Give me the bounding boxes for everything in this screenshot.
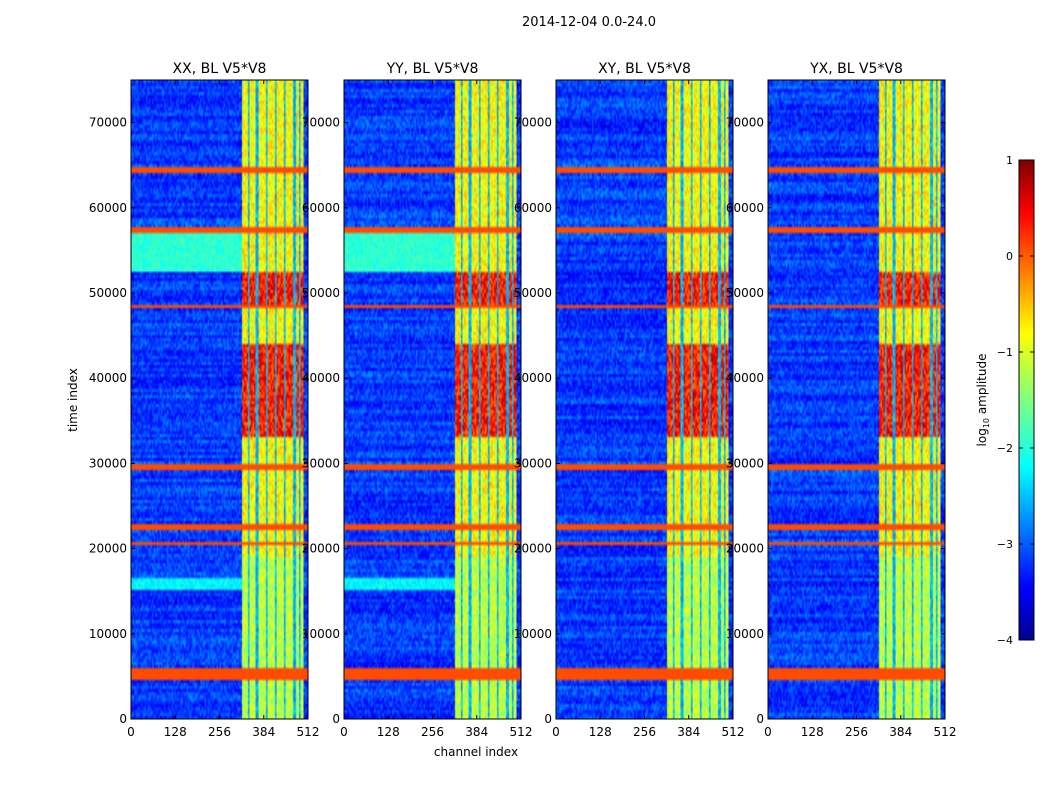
y-tick-label: 20000 [726,542,764,556]
y-tick-label: 0 [332,712,340,726]
colorbar-ticks: 1 0 −1 −2 −3 −4 [997,154,1034,647]
x-axis-label: channel index [434,745,518,759]
y-tick-label: 60000 [302,201,340,215]
x-tick-label: 0 [552,725,560,739]
panel-title: XX, BL V5*V8 [173,61,267,77]
heatmap-yx [768,80,945,719]
x-tick-label: 256 [633,725,656,739]
x-tick-label: 0 [764,725,772,739]
panel-title: XY, BL V5*V8 [598,61,691,77]
colorbar-tick-label: 0 [1006,250,1013,263]
y-tick-label: 0 [544,712,552,726]
y-tick-label: 30000 [302,456,340,470]
y-axis-label: time index [66,368,80,432]
y-tick-label: 10000 [726,627,764,641]
heatmap-xx [131,80,308,719]
y-tick-label: 60000 [514,201,552,215]
colorbar-tick-label: 1 [1006,154,1013,167]
colorbar-label-suffix: amplitude [975,354,989,418]
colorbar-label-prefix: log [975,428,989,446]
x-tick-label: 128 [589,725,612,739]
y-tick-label: 40000 [89,371,127,385]
panel-title: YY, BL V5*V8 [386,61,479,77]
y-tick-label: 20000 [302,542,340,556]
y-tick-label: 50000 [302,286,340,300]
x-tick-label: 0 [127,725,135,739]
colorbar-tick-label: −3 [997,538,1013,551]
y-tick-label: 40000 [514,371,552,385]
colorbar-label: log10 amplitude [975,354,991,447]
x-tick-label: 128 [801,725,824,739]
x-tick-label: 0 [340,725,348,739]
x-tick-label: 384 [889,725,912,739]
x-tick-label: 384 [252,725,275,739]
colorbar-gradient [1018,159,1035,641]
x-tick-label: 256 [421,725,444,739]
y-tick-label: 10000 [89,627,127,641]
panel-yx: YX, BL V5*V8 0 128 256 384 512 0 10000 20000 3000… [726,61,957,739]
y-tick-label: 70000 [726,116,764,130]
y-tick-label: 70000 [302,116,340,130]
colorbar: 10−1−2−3−4 log10 amplitude [975,154,1035,647]
x-tick-label: 128 [164,725,187,739]
colorbar-tick-label: −2 [997,442,1013,455]
colorbar-tick-label: −4 [997,634,1013,647]
panel-xx: XX, BL V5*V8 0 128 256 384 512 0 10000 20000 3000… [89,61,320,739]
panels: XX, BL V5*V8 0 128 256 384 512 0 10000 20000 3000… [89,61,957,739]
y-tick-label: 20000 [89,542,127,556]
x-tick-label: 512 [722,725,745,739]
y-tick-label: 60000 [726,201,764,215]
panel-xy: XY, BL V5*V8 0 128 256 384 512 0 10000 20000 3000… [514,61,745,739]
heatmap-yy [344,80,521,719]
y-tick-label: 70000 [514,116,552,130]
x-tick-label: 128 [377,725,400,739]
y-tick-label: 10000 [302,627,340,641]
y-tick-label: 0 [119,712,127,726]
y-tick-label: 20000 [514,542,552,556]
y-tick-label: 0 [756,712,764,726]
panel-title: YX, BL V5*V8 [809,61,903,77]
x-tick-label: 256 [845,725,868,739]
x-tick-label: 384 [677,725,700,739]
y-tick-label: 50000 [726,286,764,300]
x-tick-label: 512 [934,725,957,739]
x-tick-label: 384 [465,725,488,739]
y-tick-label: 30000 [514,456,552,470]
figure-suptitle: 2014-12-04 0.0-24.0 [522,15,656,30]
colorbar-tick-label: −1 [997,346,1013,359]
x-tick-label: 512 [510,725,533,739]
y-tick-label: 70000 [89,116,127,130]
x-tick-label: 256 [208,725,231,739]
y-tick-label: 10000 [514,627,552,641]
colorbar-label-subscript: 10 [982,418,991,428]
y-tick-label: 50000 [514,286,552,300]
y-tick-label: 40000 [302,371,340,385]
y-tick-label: 40000 [726,371,764,385]
y-tick-label: 50000 [89,286,127,300]
y-tick-label: 30000 [726,456,764,470]
panel-yy: YY, BL V5*V8 0 128 256 384 512 0 10000 20000 3000… [302,61,533,739]
y-tick-label: 60000 [89,201,127,215]
x-tick-label: 512 [297,725,320,739]
heatmap-xy [556,80,733,719]
y-tick-label: 30000 [89,456,127,470]
